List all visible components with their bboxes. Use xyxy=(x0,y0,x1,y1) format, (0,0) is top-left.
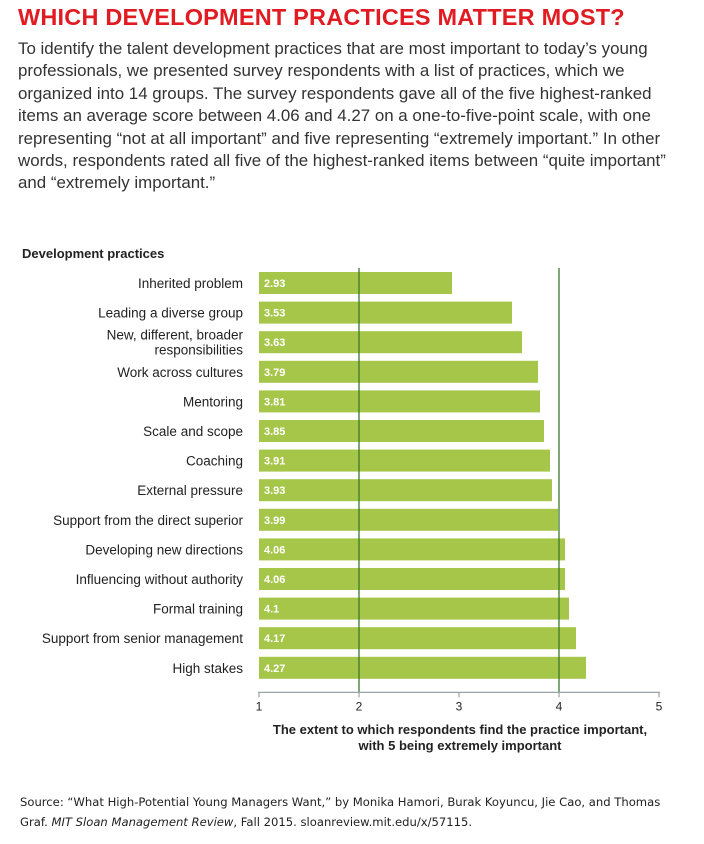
bar-value-label: 3.93 xyxy=(264,485,285,497)
x-axis-label-line-2: with 5 being extremely important xyxy=(358,738,562,753)
bar-value-label: 2.93 xyxy=(264,278,285,290)
bar-chart: 2.93 Inherited problem 3.53 Leading a diver… xyxy=(42,268,663,712)
bar xyxy=(259,301,512,324)
bar-value-label: 3.79 xyxy=(264,367,285,379)
source-journal: MIT Sloan Management Review xyxy=(51,815,234,829)
bar-value-label: 4.27 xyxy=(264,663,285,675)
bar-value-label: 4.1 xyxy=(264,604,279,616)
page-title: WHICH DEVELOPMENT PRACTICES MATTER MOST? xyxy=(18,4,625,30)
bar-value-label: 3.81 xyxy=(264,396,285,408)
category-label: Mentoring xyxy=(183,394,243,409)
bar-value-label: 3.63 xyxy=(264,337,285,349)
source-prefix: Source: “What High-Potential Young Manag… xyxy=(20,795,661,829)
category-label: Scale and scope xyxy=(143,424,243,439)
y-axis-heading: Development practices xyxy=(22,246,165,261)
bar xyxy=(259,390,540,413)
bar xyxy=(259,331,522,354)
bar xyxy=(259,656,586,679)
bar xyxy=(259,508,558,531)
category-label: Inherited problem xyxy=(138,276,243,291)
bar-value-label: 3.53 xyxy=(264,308,285,320)
x-tick-label: 1 xyxy=(256,699,263,712)
x-tick-label: 5 xyxy=(656,699,663,712)
category-label: New, different, broader xyxy=(107,328,244,343)
bar xyxy=(259,568,565,590)
category-label: Support from senior management xyxy=(42,631,243,646)
intro-paragraph: To identify the talent development pract… xyxy=(18,39,666,193)
category-label: Work across cultures xyxy=(117,365,243,380)
bar xyxy=(259,597,569,620)
bar-value-label: 4.17 xyxy=(264,633,285,645)
bar-value-label: 4.06 xyxy=(264,574,285,586)
category-label: External pressure xyxy=(137,483,243,498)
source-note: Source: “What High-Potential Young Manag… xyxy=(20,792,690,832)
bar xyxy=(259,479,552,502)
x-tick-label: 4 xyxy=(556,699,563,712)
bar-value-label: 3.99 xyxy=(264,515,285,527)
category-label: responsibilities xyxy=(154,343,243,358)
bar xyxy=(259,449,550,472)
bar-value-label: 3.85 xyxy=(264,426,285,438)
bar xyxy=(259,538,565,561)
category-label: Influencing without authority xyxy=(76,572,244,587)
source-suffix: , Fall 2015. sloanreview.mit.edu/x/57115… xyxy=(233,815,473,829)
x-axis-label: The extent to which respondents find the… xyxy=(230,722,690,754)
x-axis-label-line-1: The extent to which respondents find the… xyxy=(272,722,648,737)
category-label: Leading a diverse group xyxy=(98,306,243,321)
bar-value-label: 4.06 xyxy=(264,544,285,556)
bar xyxy=(259,627,576,650)
x-tick-label: 3 xyxy=(456,699,463,712)
bar-value-label: 3.91 xyxy=(264,456,285,468)
category-label: High stakes xyxy=(172,661,243,676)
x-tick-label: 2 xyxy=(356,699,363,712)
category-label: Formal training xyxy=(153,602,243,617)
category-label: Coaching xyxy=(186,454,243,469)
bar xyxy=(259,420,544,442)
category-label: Developing new directions xyxy=(85,542,243,557)
bar xyxy=(259,272,452,294)
category-label: Support from the direct superior xyxy=(53,513,243,528)
bar xyxy=(259,360,538,383)
